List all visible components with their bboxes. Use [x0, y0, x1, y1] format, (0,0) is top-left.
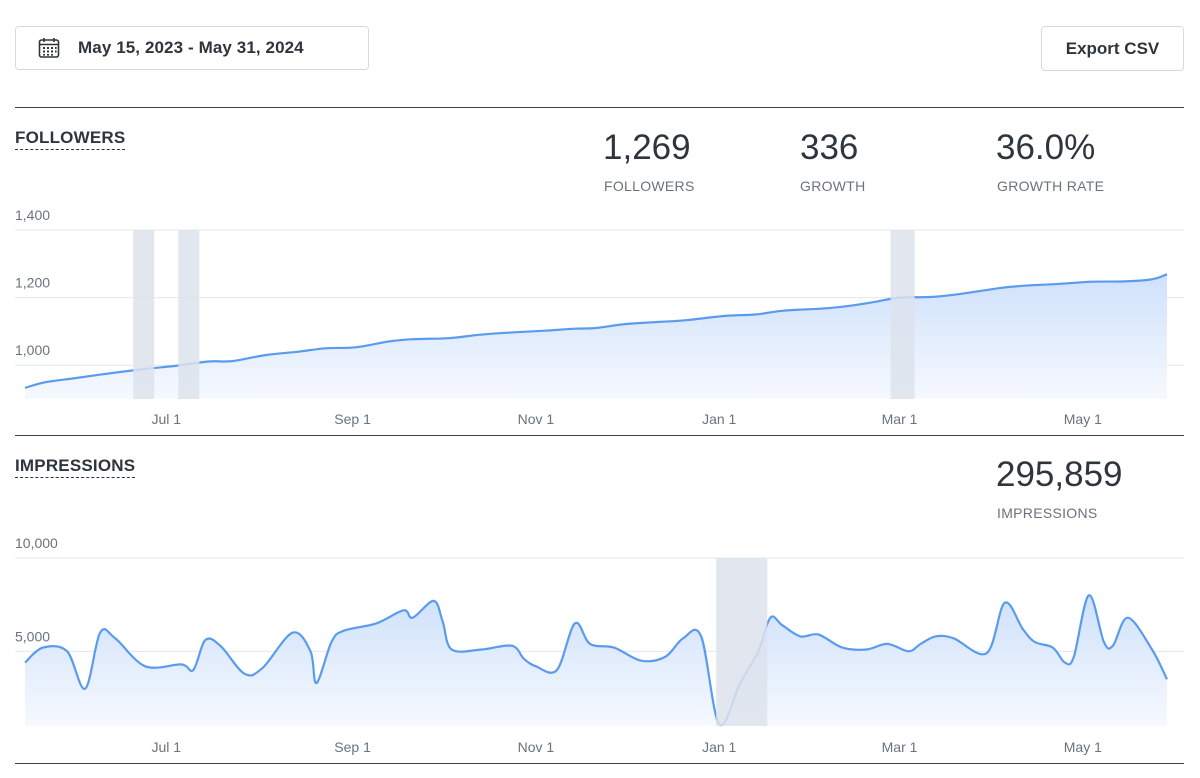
series-line[interactable] [24, 594, 1168, 727]
followers-count-value: 1,269 [603, 128, 691, 167]
impressions-total-label: IMPRESSIONS [997, 505, 1098, 521]
y-tick-label: 10,000 [15, 535, 58, 551]
growth-rate-label: GROWTH RATE [997, 178, 1105, 194]
series-area [25, 595, 1167, 726]
highlight-band [716, 558, 768, 726]
x-tick-label: Jan 1 [702, 411, 736, 427]
calendar-icon [38, 38, 60, 58]
growth-rate-value: 36.0% [996, 128, 1096, 167]
followers-section-title[interactable]: FOLLOWERS [15, 128, 126, 150]
section-divider [15, 763, 1184, 764]
section-divider [15, 107, 1184, 108]
x-tick-label: Jan 1 [702, 739, 736, 755]
x-tick-label: May 1 [1064, 739, 1102, 755]
growth-value: 336 [800, 128, 859, 167]
x-tick-label: Nov 1 [518, 739, 555, 755]
highlight-band [178, 230, 200, 399]
x-tick-label: Jul 1 [151, 739, 181, 755]
x-tick-label: Sep 1 [334, 739, 371, 755]
impressions-section-title[interactable]: IMPRESSIONS [15, 456, 136, 478]
section-divider [15, 435, 1184, 436]
x-tick-label: Jul 1 [151, 411, 181, 427]
followers-count-label: FOLLOWERS [604, 178, 695, 194]
x-tick-label: Mar 1 [882, 739, 918, 755]
x-tick-label: Nov 1 [518, 411, 555, 427]
impressions-total-value: 295,859 [996, 455, 1123, 494]
date-range-label: May 15, 2023 - May 31, 2024 [78, 38, 304, 57]
highlight-band [890, 230, 915, 399]
growth-label: GROWTH [800, 178, 866, 194]
series-area [25, 274, 1167, 399]
impressions-chart[interactable]: 5,000 10,000 Jul 1 Sep 1 Nov 1 Jan 1 Mar 1 May … [0, 528, 1200, 760]
y-tick-label: 1,000 [15, 342, 50, 358]
x-tick-label: May 1 [1064, 411, 1102, 427]
x-tick-label: Sep 1 [334, 411, 371, 427]
series-line[interactable] [24, 273, 1168, 389]
date-range-picker[interactable]: May 15, 2023 - May 31, 2024 [15, 26, 369, 70]
y-tick-label: 1,200 [15, 275, 50, 291]
y-tick-label: 5,000 [15, 628, 50, 644]
x-tick-label: Mar 1 [882, 411, 918, 427]
highlight-band [133, 230, 155, 399]
export-csv-button[interactable]: Export CSV [1041, 26, 1184, 71]
followers-chart[interactable]: 1,000 1,200 1,400 Jul 1 Sep 1 Nov 1 Jan 1 Mar 1… [0, 200, 1200, 432]
y-tick-label: 1,400 [15, 207, 50, 223]
